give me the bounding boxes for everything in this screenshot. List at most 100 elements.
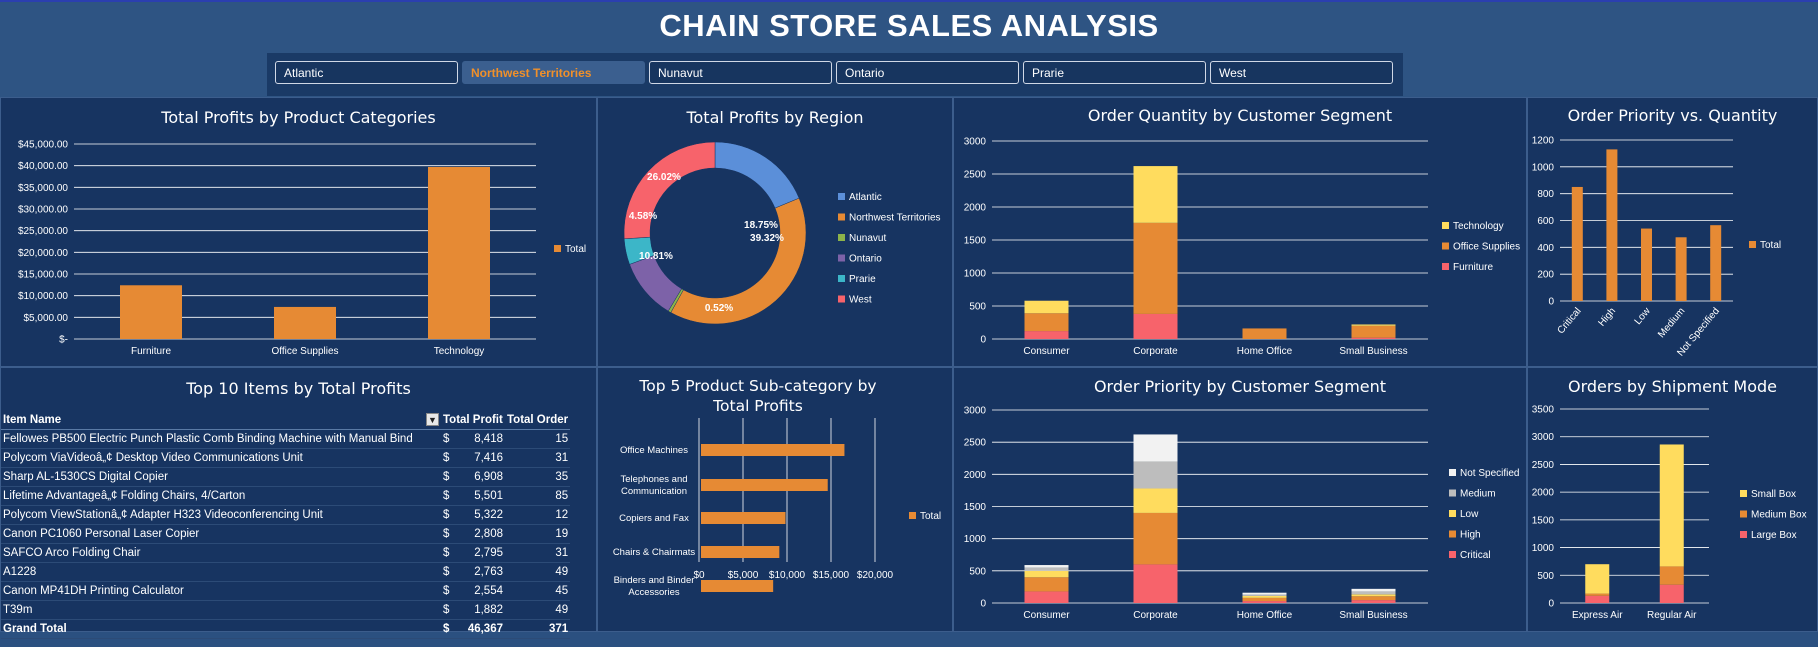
slicer-item-west[interactable]: West xyxy=(1210,61,1393,84)
item-profit-value: 6,908 xyxy=(474,471,503,483)
item-name: Canon MP41DH Printing Calculator xyxy=(1,581,441,601)
y-tick-label: 0 xyxy=(1548,297,1554,308)
x-tick-label: Home Office xyxy=(1237,610,1293,621)
item-order: 31 xyxy=(505,543,571,563)
profits-by-category-chart: $- $5,000.00 $10,000.00 $15,000.00 $20,000.0… xyxy=(18,140,586,358)
y-tick-label: 1500 xyxy=(964,502,987,513)
currency-symbol: $ xyxy=(443,528,450,540)
legend-label-technology: Technology xyxy=(1453,221,1504,232)
top5-subcategory-chart: $0 $5,000 $10,000 $15,000 $20,000 Office Mach… xyxy=(613,418,941,598)
item-profit-value: 2,795 xyxy=(474,547,503,559)
currency-symbol: $ xyxy=(443,471,450,483)
bar-small-box-express-air xyxy=(1585,564,1610,594)
bar-total-critical xyxy=(1571,186,1583,301)
item-name: A1228 xyxy=(1,562,441,582)
legend-label-office-supplies: Office Supplies xyxy=(1453,242,1520,253)
bar-high-home-office xyxy=(1242,597,1287,602)
chart-title: Order Priority by Customer Segment xyxy=(1093,377,1387,396)
item-profit-value: 2,808 xyxy=(474,528,503,540)
x-tick-label: $0 xyxy=(693,570,705,581)
table-row: Sharp AL-1530CS Digital Copier $6,908 35 xyxy=(1,467,571,487)
slicer-item-nunavut[interactable]: Nunavut xyxy=(649,61,832,84)
y-tick-label: 1000 xyxy=(964,269,987,280)
item-order: 19 xyxy=(505,524,571,544)
slicer-item-atlantic[interactable]: Atlantic xyxy=(275,61,458,84)
table-row: Canon PC1060 Personal Laser Copier $2,808… xyxy=(1,524,571,544)
bar-technology-small-business xyxy=(1351,324,1396,326)
panel-top10-items: Top 10 Items by Total Profits Item Name … xyxy=(0,367,597,639)
table-row: Canon MP41DH Printing Calculator $2,554 45 xyxy=(1,581,571,601)
panel-profits-by-category: Total Profits by Product Categories $- $5… xyxy=(0,97,597,367)
table-row: Lifetime Advantageâ„¢ Folding Chairs, 4/… xyxy=(1,486,571,506)
y-tick-label: 500 xyxy=(969,566,986,577)
data-label: 26.02% xyxy=(647,172,681,183)
item-name: Sharp AL-1530CS Digital Copier xyxy=(1,467,441,487)
chart-title: Top 5 Product Sub-category by Total Prof… xyxy=(639,377,877,415)
bar-small-box-regular-air xyxy=(1659,444,1684,567)
y-tick-label: 2000 xyxy=(964,470,987,481)
legend-swatch-ontario xyxy=(838,254,845,262)
legend-label-total: Total xyxy=(565,244,586,255)
bar-large-box-express-air xyxy=(1585,595,1610,603)
bar-technology-consumer xyxy=(1024,300,1069,314)
bar-total-furniture xyxy=(120,285,182,339)
x-tick-label: Consumer xyxy=(1023,610,1070,621)
y-tick-label: Binders and Binder Accessories xyxy=(614,575,695,598)
chart-title: Total Profits by Product Categories xyxy=(161,108,436,127)
legend-swatch-not-specified xyxy=(1449,469,1456,476)
legend-label-large-box: Large Box xyxy=(1751,530,1797,541)
chart-title: Order Priority vs. Quantity xyxy=(1567,106,1778,125)
item-profit-value: 5,501 xyxy=(474,490,503,502)
y-tick-label: 200 xyxy=(1537,270,1554,281)
grand-total-profit-value: 46,367 xyxy=(467,623,503,635)
table-header-row: Item Name ▼ Total Profit Total Order xyxy=(1,411,571,430)
y-tick-label: 0 xyxy=(980,335,986,346)
item-profit: $2,763 xyxy=(441,562,505,582)
y-tick-label-line: Copiers and Fax xyxy=(619,513,689,524)
item-profit: $2,808 xyxy=(441,524,505,544)
x-tick-label: $5,000 xyxy=(728,570,759,581)
legend-label-furniture: Furniture xyxy=(1453,262,1493,273)
legend-label-medium: Medium xyxy=(1460,489,1496,500)
item-order: 49 xyxy=(505,600,571,620)
header-item-name: Item Name ▼ xyxy=(1,411,441,430)
bar-critical-small-business xyxy=(1351,600,1396,603)
item-name: SAFCO Arco Folding Chair xyxy=(1,543,441,563)
y-tick-label: 1500 xyxy=(1532,515,1555,526)
y-tick-label: 2500 xyxy=(1532,460,1555,471)
bar-medium-consumer xyxy=(1024,567,1069,571)
legend-swatch-medium xyxy=(1449,489,1456,497)
y-tick-label: $20,000.00 xyxy=(18,248,68,259)
slicer-item-ontario[interactable]: Ontario xyxy=(836,61,1019,84)
legend-label-critical: Critical xyxy=(1460,550,1491,561)
qty-by-segment-chart: 0 500 1000 1500 2000 2500 3000 Consumer Corporat… xyxy=(964,137,1520,358)
item-profit-value: 2,763 xyxy=(474,566,503,578)
slicer-item-northwest-territories[interactable]: Northwest Territories xyxy=(462,61,645,84)
grand-total-row: Grand Total $46,367 371 xyxy=(1,619,571,639)
legend-swatch-low xyxy=(1449,510,1456,517)
panel-qty-by-segment: Order Quantity by Customer Segment 0 500 1… xyxy=(953,97,1527,367)
bar-furniture-small-business xyxy=(1351,337,1396,339)
currency-symbol: $ xyxy=(443,509,450,521)
slicer-item-prarie[interactable]: Prarie xyxy=(1023,61,1206,84)
bar-office-supplies-small-business xyxy=(1351,325,1396,338)
bar-total-technology xyxy=(428,166,490,339)
legend-label-total: Total xyxy=(1760,240,1781,251)
slice-atlantic xyxy=(714,141,800,209)
filter-icon[interactable]: ▼ xyxy=(426,413,439,426)
data-label: 39.32% xyxy=(750,233,784,244)
slice-northwest-territories xyxy=(670,197,807,325)
grand-total-order: 371 xyxy=(505,619,571,639)
bar-medium-small-business xyxy=(1351,591,1396,595)
bar-total-not-specified xyxy=(1710,225,1722,301)
panel-priority-by-segment: Order Priority by Customer Segment 0 500 1… xyxy=(953,367,1527,632)
bar-low-corporate xyxy=(1133,488,1178,513)
y-tick-label: Office Machines xyxy=(620,445,688,456)
y-tick-label: 0 xyxy=(980,599,986,610)
legend-label-ontario: Ontario xyxy=(849,254,882,265)
item-name: Canon PC1060 Personal Laser Copier xyxy=(1,524,441,544)
bar-telephones-and-communication xyxy=(701,479,828,491)
grand-total-profit: $46,367 xyxy=(441,619,505,639)
bar-low-small-business xyxy=(1351,594,1396,597)
bar-high-consumer xyxy=(1024,577,1069,592)
